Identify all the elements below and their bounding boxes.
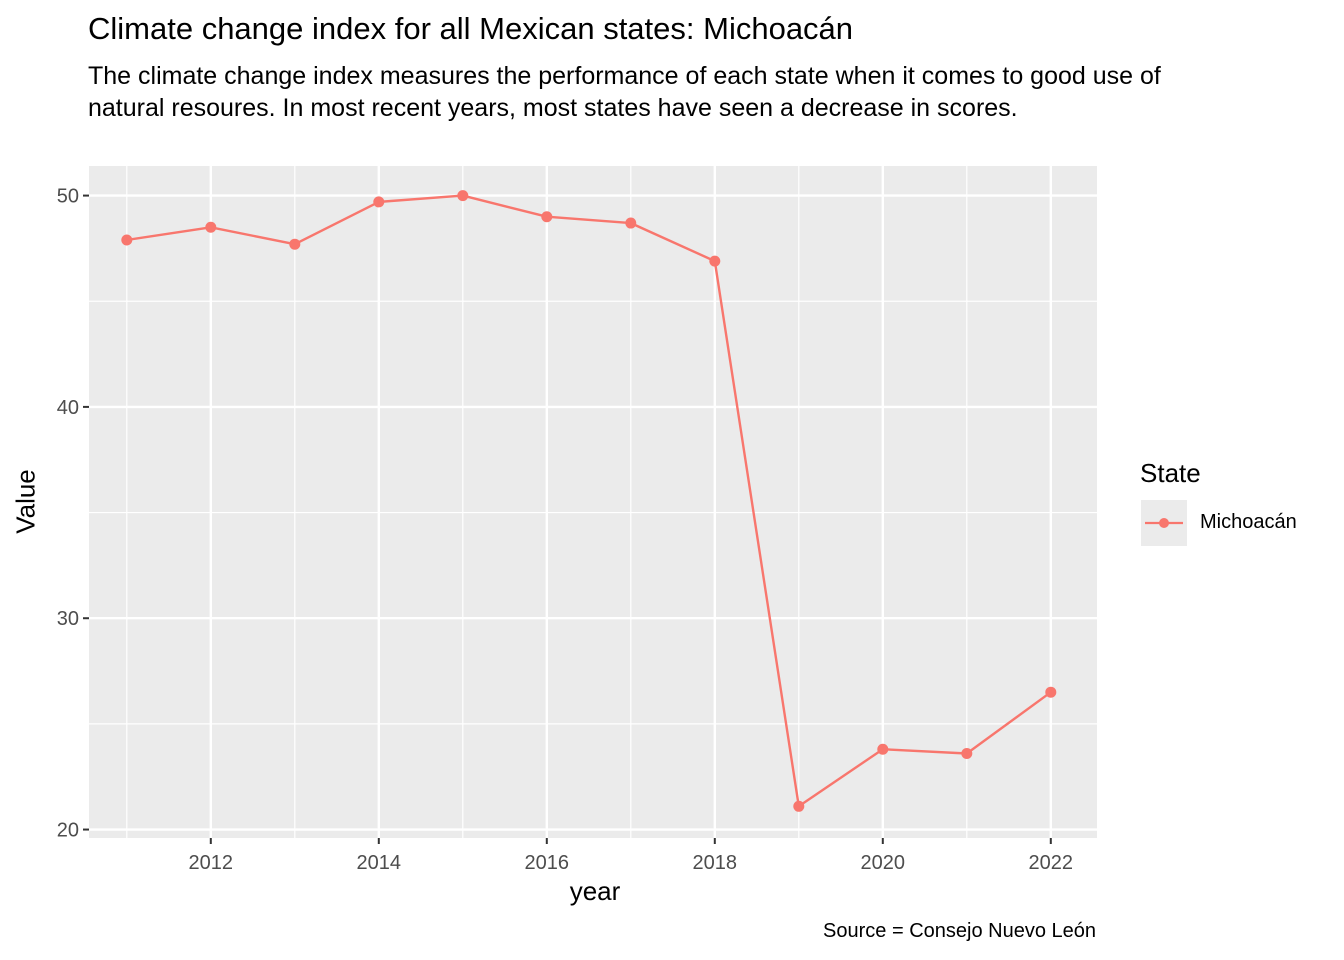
y-tick-label: 50 [57,186,79,208]
data-point [961,747,973,759]
x-tick-label: 2016 [525,852,570,874]
x-axis-title: year [569,876,621,906]
y-axis-title: Value [10,469,41,534]
data-point [541,211,553,223]
minor-gridlines [89,166,1097,838]
data-point [289,238,301,250]
y-tick-label: 20 [57,820,79,842]
series-layer [121,190,1057,812]
data-point [793,800,805,812]
chart-title: Climate change index for all Mexican sta… [88,11,854,46]
legend-key-point [1159,518,1169,528]
axes: 2012 2014 2016 2018 2020 2022 20 30 40 50 [57,186,1073,874]
major-gridlines [89,166,1097,838]
x-tick-label: 2018 [693,852,738,874]
legend-label: Michoacán [1200,511,1297,533]
data-point [1045,686,1057,698]
x-tick-label: 2012 [189,852,234,874]
y-axis-title-wrapper: Value [6,469,46,534]
data-point [373,196,385,208]
data-point [205,221,217,233]
data-point [877,743,889,755]
x-tick-label: 2014 [357,852,402,874]
data-point [121,234,133,246]
legend-key-swatch [1145,518,1183,528]
x-tick-label: 2022 [1029,852,1074,874]
data-point [625,217,637,229]
y-tick-label: 30 [57,608,79,630]
plot-panel [89,166,1097,838]
legend-title: State [1140,458,1201,488]
series-line [126,194,1052,808]
legend-key [1141,500,1187,546]
y-tick-label: 40 [57,397,79,419]
data-point [709,255,721,267]
data-point [457,190,469,202]
chart-subtitle: The climate change index measures the pe… [88,62,1161,122]
chart-caption: Source = Consejo Nuevo León [823,920,1096,942]
x-tick-label: 2020 [861,852,906,874]
